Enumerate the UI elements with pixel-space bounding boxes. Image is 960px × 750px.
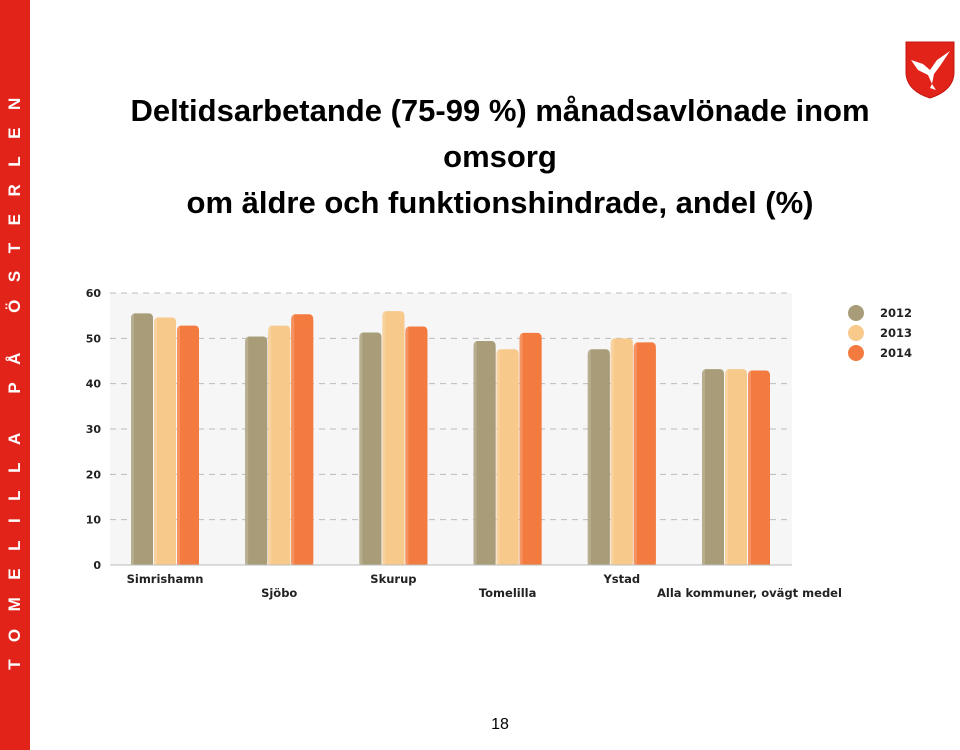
- legend-label: 2013: [880, 326, 912, 340]
- x-category-label: Skurup: [370, 572, 416, 586]
- bar-body: [633, 348, 656, 565]
- bar-body: [473, 347, 496, 565]
- y-tick-label: 30: [86, 423, 102, 436]
- y-tick-label: 20: [86, 468, 102, 481]
- bar-highlight: [587, 349, 591, 565]
- y-tick-label: 10: [86, 514, 102, 527]
- legend-marker: [848, 325, 864, 341]
- bar-highlight: [702, 369, 705, 565]
- bar-body: [382, 317, 405, 565]
- bar-highlight: [359, 332, 363, 565]
- bar-body: [610, 344, 633, 565]
- bar-highlight: [131, 313, 134, 565]
- bar-highlight: [405, 326, 409, 565]
- bar-body: [268, 331, 291, 565]
- bar-highlight: [519, 332, 523, 565]
- bar-body: [359, 338, 382, 565]
- bar-highlight: [245, 336, 249, 565]
- x-category-label: Sjöbo: [261, 586, 297, 600]
- y-axis-ticks: 0 10 20 30 40 50 60: [86, 287, 102, 572]
- bar-body: [748, 376, 770, 565]
- slide-title-line2: om äldre och funktionshindrade, andel (%…: [186, 185, 814, 220]
- legend: 2012 2013 2014: [848, 305, 912, 361]
- bar-highlight: [268, 325, 272, 565]
- x-category-label: Alla kommuner, ovägt medel: [657, 586, 842, 600]
- x-category-label: Simrishamn: [127, 572, 204, 586]
- gridlines: [110, 292, 792, 521]
- bar-body: [245, 342, 268, 565]
- bar-body: [177, 331, 199, 565]
- bar-body: [702, 375, 724, 565]
- y-tick-label: 0: [93, 559, 101, 572]
- bar-highlight: [154, 317, 157, 565]
- y-tick-label: 60: [86, 287, 102, 300]
- bar-highlight: [725, 369, 728, 565]
- bar-body: [725, 375, 747, 565]
- bar-body: [405, 332, 428, 565]
- bar-body: [154, 323, 176, 565]
- bar-highlight: [496, 349, 500, 565]
- bar-highlight: [610, 338, 614, 565]
- page-number: 18: [491, 716, 509, 733]
- slide-title-line1: Deltidsarbetande (75-99 %) månadsavlönad…: [130, 93, 870, 174]
- bar-highlight: [473, 341, 477, 565]
- bar-body: [496, 355, 519, 565]
- bar-highlight: [382, 311, 386, 565]
- legend-marker: [848, 305, 864, 321]
- x-axis-labels: Simrishamn Sjöbo Skurup Tomelilla Ystad Alla …: [127, 572, 842, 600]
- bar-highlight: [177, 325, 180, 565]
- legend-label: 2014: [880, 346, 912, 360]
- y-tick-label: 40: [86, 378, 102, 391]
- side-banner: TOMELILLA PÅ ÖSTERLEN: [0, 0, 30, 750]
- bar-highlight: [748, 370, 751, 565]
- bar-body: [131, 319, 153, 565]
- bar-highlight: [291, 314, 295, 565]
- kite-coat-of-arms-icon: [905, 41, 955, 99]
- bar-body: [291, 320, 314, 565]
- legend-marker: [848, 345, 864, 361]
- slide-title: Deltidsarbetande (75-99 %) månadsavlönad…: [70, 88, 930, 226]
- bar-body: [587, 355, 610, 565]
- x-category-label: Tomelilla: [479, 586, 537, 600]
- bar-body: [519, 338, 542, 565]
- legend-label: 2012: [880, 306, 912, 320]
- x-category-label: Ystad: [602, 572, 640, 586]
- bar-highlight: [633, 342, 637, 565]
- bars: [131, 311, 770, 565]
- y-tick-label: 50: [86, 332, 102, 345]
